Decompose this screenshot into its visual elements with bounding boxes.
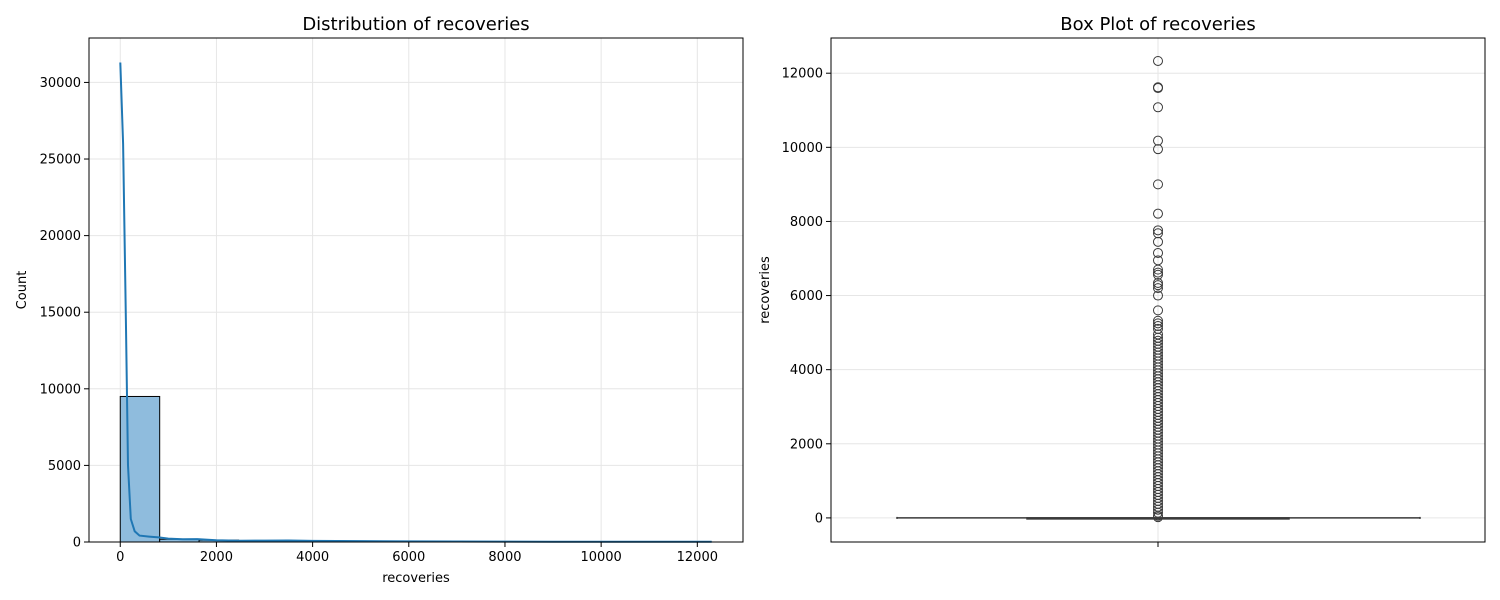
y-tick-label: 20000 bbox=[40, 229, 81, 244]
x-tick-label: 2000 bbox=[200, 550, 233, 565]
outlier-point bbox=[1153, 102, 1163, 113]
y-tick-label: 15000 bbox=[40, 306, 81, 321]
y-tick-label: 0 bbox=[73, 536, 81, 551]
outlier-point bbox=[1153, 247, 1163, 258]
x-tick-label: 6000 bbox=[392, 550, 425, 565]
boxplot-body bbox=[896, 516, 1421, 520]
outlier-point bbox=[1153, 55, 1163, 66]
x-tick-label: 0 bbox=[116, 550, 124, 565]
histogram-y-label: Count bbox=[15, 271, 30, 310]
y-tick-label: 25000 bbox=[40, 153, 81, 168]
boxplot-title: Box Plot of recoveries bbox=[1060, 14, 1255, 35]
outlier-point bbox=[1153, 267, 1163, 278]
outlier-point bbox=[1153, 277, 1163, 288]
outlier-point bbox=[1153, 305, 1163, 316]
outlier-point bbox=[1153, 83, 1163, 94]
boxplot-y-label: recoveries bbox=[758, 256, 773, 324]
outlier-point bbox=[1153, 283, 1163, 294]
y-tick-label: 10000 bbox=[782, 141, 823, 156]
histogram-frame bbox=[88, 37, 744, 543]
outlier-point bbox=[1153, 264, 1163, 275]
kde-line bbox=[119, 62, 712, 543]
y-tick-label: 5000 bbox=[48, 459, 81, 474]
outlier-point bbox=[1153, 208, 1163, 219]
outlier-point bbox=[1153, 236, 1163, 247]
x-tick-label: 4000 bbox=[296, 550, 329, 565]
y-tick-label: 8000 bbox=[790, 215, 823, 230]
y-tick-label: 12000 bbox=[782, 67, 823, 82]
outlier-point bbox=[1153, 290, 1163, 301]
boxplot-outliers bbox=[1153, 55, 1163, 523]
histogram-bars bbox=[119, 395, 713, 543]
outlier-point bbox=[1153, 504, 1163, 515]
outlier-point bbox=[1153, 144, 1163, 155]
y-tick-label: 0 bbox=[815, 511, 823, 526]
outlier-point bbox=[1153, 315, 1163, 326]
y-tick-label: 10000 bbox=[40, 382, 81, 397]
histogram-x-ticks: 0 2000 4000 6000 8000 10000 12000 bbox=[116, 542, 718, 565]
histogram-y-ticks: 0 5000 10000 15000 20000 25000 30000 bbox=[40, 76, 89, 551]
outlier-point bbox=[1153, 280, 1163, 291]
histogram-panel: 0 2000 4000 6000 8000 10000 12000 0 5000 10000 15… bbox=[15, 14, 744, 586]
histogram-grid bbox=[89, 38, 743, 543]
x-tick-label: 8000 bbox=[488, 550, 521, 565]
y-tick-label: 6000 bbox=[790, 289, 823, 304]
x-tick-label: 12000 bbox=[677, 550, 718, 565]
boxplot-y-ticks: 0 2000 4000 6000 8000 10000 12000 bbox=[782, 67, 831, 526]
outlier-point bbox=[1153, 512, 1163, 523]
boxplot-panel: 0 2000 4000 6000 8000 10000 12000 Box Plot of … bbox=[758, 14, 1486, 547]
x-tick-label: 10000 bbox=[580, 550, 621, 565]
outlier-point bbox=[1153, 225, 1163, 236]
y-tick-label: 30000 bbox=[40, 76, 81, 91]
outlier-point bbox=[1153, 179, 1163, 190]
y-tick-label: 4000 bbox=[790, 363, 823, 378]
histogram-x-label: recoveries bbox=[382, 571, 450, 586]
y-tick-label: 2000 bbox=[790, 437, 823, 452]
histogram-title: Distribution of recoveries bbox=[302, 14, 529, 35]
outlier-point bbox=[1153, 269, 1163, 280]
histogram-bar bbox=[119, 395, 161, 543]
outlier-point bbox=[1153, 318, 1163, 329]
outlier-point bbox=[1153, 507, 1163, 518]
